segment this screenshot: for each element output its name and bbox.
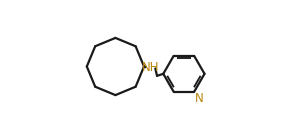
Text: N: N: [194, 92, 203, 105]
Text: NH: NH: [142, 61, 159, 74]
